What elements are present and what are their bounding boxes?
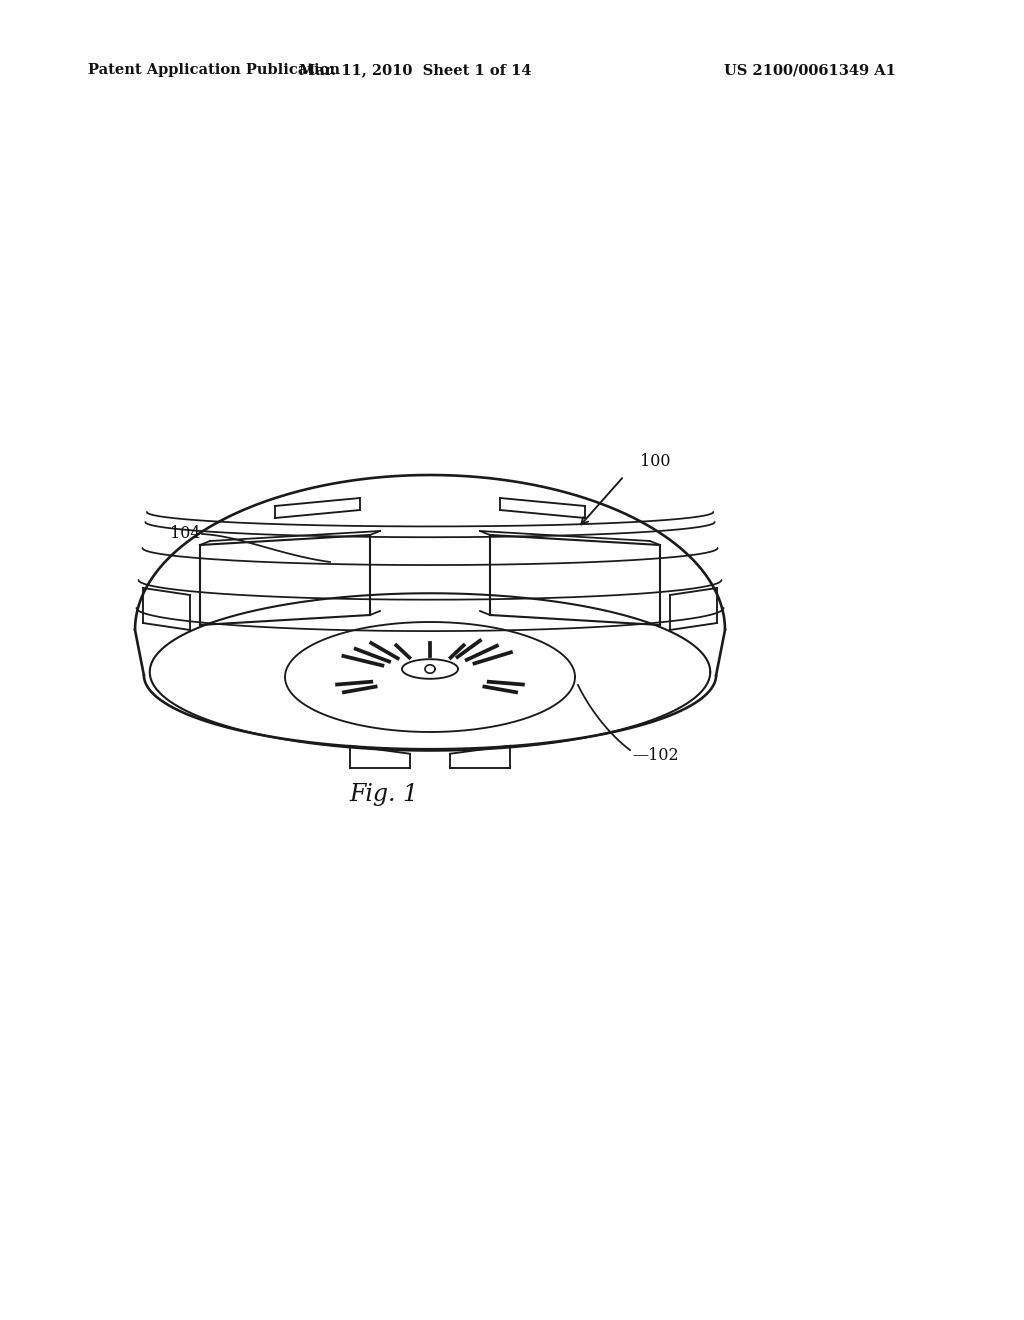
Text: Patent Application Publication: Patent Application Publication: [88, 63, 340, 77]
Text: Fig. 1: Fig. 1: [349, 784, 419, 807]
Text: 104: 104: [170, 525, 200, 543]
Text: 100: 100: [640, 454, 671, 470]
Text: Mar. 11, 2010  Sheet 1 of 14: Mar. 11, 2010 Sheet 1 of 14: [299, 63, 531, 77]
Text: —102: —102: [632, 747, 679, 763]
Text: US 2100/0061349 A1: US 2100/0061349 A1: [724, 63, 896, 77]
